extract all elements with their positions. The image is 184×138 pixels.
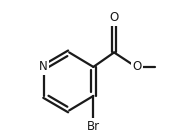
Text: Br: Br [87,120,100,133]
Text: O: O [109,11,119,24]
Text: O: O [132,60,141,73]
Text: N: N [39,60,47,73]
